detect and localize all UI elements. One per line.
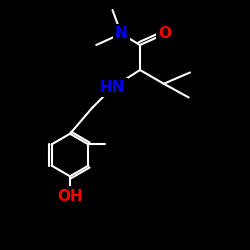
Text: N: N — [115, 26, 128, 41]
Text: O: O — [158, 26, 172, 41]
Text: HN: HN — [100, 80, 125, 95]
Text: OH: OH — [57, 189, 83, 204]
